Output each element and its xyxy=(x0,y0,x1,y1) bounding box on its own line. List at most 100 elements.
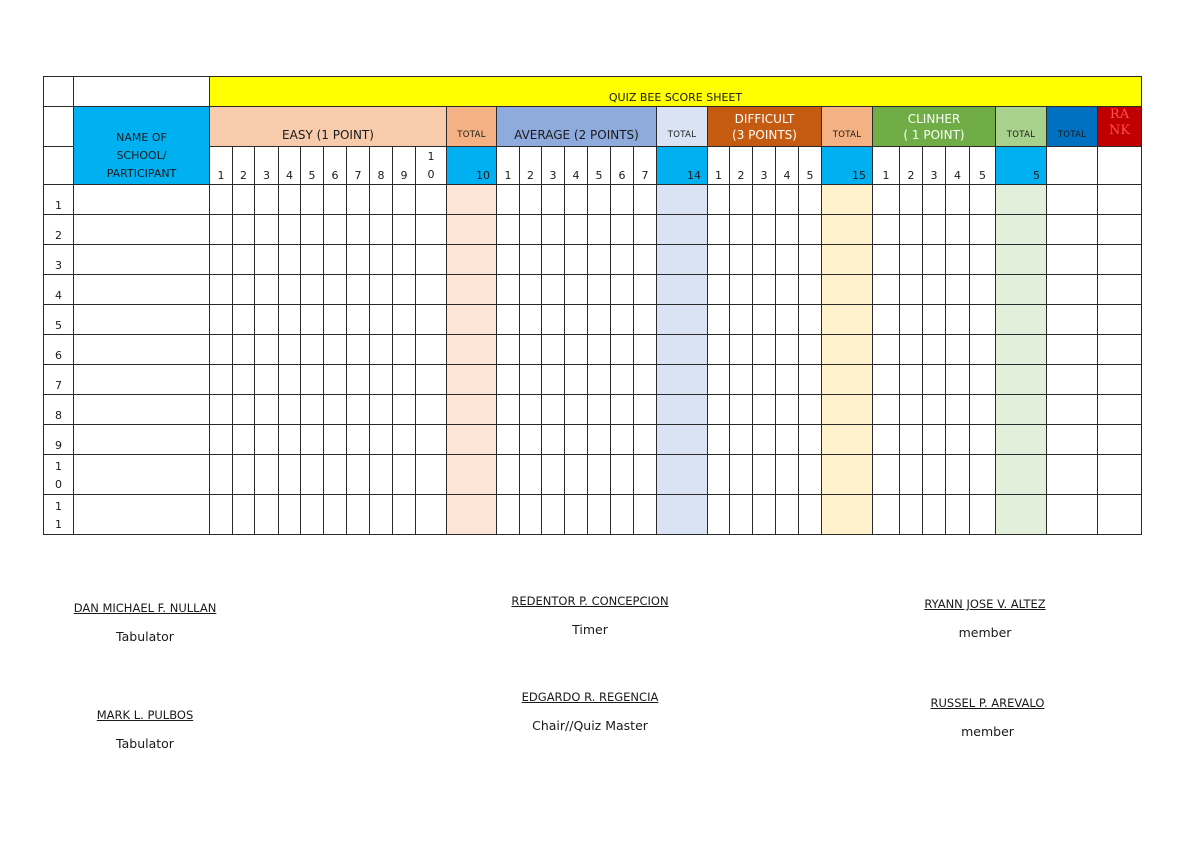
easy-score-cell-8[interactable] xyxy=(369,214,393,245)
clincher-total-cell[interactable] xyxy=(995,424,1047,455)
difficult-total-cell[interactable] xyxy=(821,184,873,215)
clincher-score-cell-5[interactable] xyxy=(969,424,996,455)
difficult-score-cell-2[interactable] xyxy=(729,454,753,495)
difficult-score-cell-4[interactable] xyxy=(775,454,799,495)
difficult-total-cell[interactable] xyxy=(821,394,873,425)
average-score-cell-4[interactable] xyxy=(564,304,588,335)
average-score-cell-4[interactable] xyxy=(564,424,588,455)
average-score-cell-4[interactable] xyxy=(564,214,588,245)
average-score-cell-7[interactable] xyxy=(633,184,657,215)
easy-score-cell-1[interactable] xyxy=(209,244,233,275)
average-score-cell-6[interactable] xyxy=(610,394,634,425)
easy-score-cell-8[interactable] xyxy=(369,184,393,215)
clincher-score-cell-4[interactable] xyxy=(945,334,970,365)
average-score-cell-1[interactable] xyxy=(496,244,520,275)
difficult-total-cell[interactable] xyxy=(821,424,873,455)
average-score-cell-5[interactable] xyxy=(587,214,611,245)
easy-score-cell-3[interactable] xyxy=(254,494,279,535)
clincher-score-cell-1[interactable] xyxy=(872,494,900,535)
average-score-cell-7[interactable] xyxy=(633,424,657,455)
difficult-score-cell-2[interactable] xyxy=(729,334,753,365)
easy-total-cell[interactable] xyxy=(446,494,497,535)
difficult-score-cell-1[interactable] xyxy=(707,494,730,535)
average-score-cell-5[interactable] xyxy=(587,184,611,215)
participant-name-cell[interactable] xyxy=(73,334,210,365)
average-score-cell-5[interactable] xyxy=(587,424,611,455)
difficult-score-cell-4[interactable] xyxy=(775,184,799,215)
clincher-total-cell[interactable] xyxy=(995,214,1047,245)
easy-score-cell-8[interactable] xyxy=(369,274,393,305)
average-score-cell-2[interactable] xyxy=(519,244,542,275)
clincher-score-cell-3[interactable] xyxy=(922,364,946,395)
grand-total-cell[interactable] xyxy=(1046,424,1098,455)
grand-total-cell[interactable] xyxy=(1046,364,1098,395)
easy-score-cell-9[interactable] xyxy=(392,304,416,335)
clincher-score-cell-3[interactable] xyxy=(922,184,946,215)
difficult-score-cell-2[interactable] xyxy=(729,424,753,455)
easy-score-cell-1[interactable] xyxy=(209,424,233,455)
easy-score-cell-2[interactable] xyxy=(232,364,255,395)
difficult-score-cell-4[interactable] xyxy=(775,244,799,275)
rank-cell[interactable] xyxy=(1097,184,1142,215)
clincher-score-cell-3[interactable] xyxy=(922,494,946,535)
average-score-cell-7[interactable] xyxy=(633,494,657,535)
easy-total-cell[interactable] xyxy=(446,304,497,335)
difficult-score-cell-3[interactable] xyxy=(752,494,776,535)
easy-score-cell-3[interactable] xyxy=(254,274,279,305)
difficult-score-cell-2[interactable] xyxy=(729,214,753,245)
average-score-cell-1[interactable] xyxy=(496,184,520,215)
average-score-cell-2[interactable] xyxy=(519,424,542,455)
easy-score-cell-8[interactable] xyxy=(369,494,393,535)
rank-cell[interactable] xyxy=(1097,334,1142,365)
difficult-score-cell-4[interactable] xyxy=(775,334,799,365)
difficult-score-cell-1[interactable] xyxy=(707,184,730,215)
clincher-score-cell-3[interactable] xyxy=(922,274,946,305)
easy-score-cell-4[interactable] xyxy=(278,184,301,215)
easy-score-cell-8[interactable] xyxy=(369,334,393,365)
average-score-cell-3[interactable] xyxy=(541,244,565,275)
difficult-score-cell-5[interactable] xyxy=(798,274,822,305)
rank-cell[interactable] xyxy=(1097,364,1142,395)
easy-score-cell-3[interactable] xyxy=(254,334,279,365)
difficult-score-cell-3[interactable] xyxy=(752,244,776,275)
clincher-score-cell-4[interactable] xyxy=(945,184,970,215)
average-score-cell-6[interactable] xyxy=(610,494,634,535)
average-score-cell-7[interactable] xyxy=(633,394,657,425)
difficult-score-cell-1[interactable] xyxy=(707,334,730,365)
easy-score-cell-1[interactable] xyxy=(209,494,233,535)
difficult-score-cell-3[interactable] xyxy=(752,424,776,455)
easy-score-cell-2[interactable] xyxy=(232,394,255,425)
average-score-cell-7[interactable] xyxy=(633,274,657,305)
easy-score-cell-3[interactable] xyxy=(254,244,279,275)
average-total-cell[interactable] xyxy=(656,244,708,275)
average-score-cell-6[interactable] xyxy=(610,364,634,395)
clincher-score-cell-2[interactable] xyxy=(899,394,923,425)
clincher-score-cell-1[interactable] xyxy=(872,304,900,335)
average-score-cell-3[interactable] xyxy=(541,334,565,365)
difficult-total-cell[interactable] xyxy=(821,454,873,495)
easy-score-cell-1[interactable] xyxy=(209,454,233,495)
participant-name-cell[interactable] xyxy=(73,274,210,305)
average-score-cell-5[interactable] xyxy=(587,454,611,495)
easy-score-cell-10[interactable] xyxy=(415,334,447,365)
easy-score-cell-7[interactable] xyxy=(346,494,370,535)
easy-score-cell-5[interactable] xyxy=(300,364,324,395)
average-score-cell-6[interactable] xyxy=(610,454,634,495)
clincher-score-cell-4[interactable] xyxy=(945,364,970,395)
difficult-score-cell-4[interactable] xyxy=(775,364,799,395)
grand-total-cell[interactable] xyxy=(1046,244,1098,275)
difficult-score-cell-2[interactable] xyxy=(729,494,753,535)
easy-score-cell-1[interactable] xyxy=(209,274,233,305)
clincher-score-cell-5[interactable] xyxy=(969,454,996,495)
clincher-total-cell[interactable] xyxy=(995,334,1047,365)
participant-name-cell[interactable] xyxy=(73,244,210,275)
average-score-cell-1[interactable] xyxy=(496,304,520,335)
participant-name-cell[interactable] xyxy=(73,184,210,215)
easy-total-cell[interactable] xyxy=(446,394,497,425)
difficult-score-cell-4[interactable] xyxy=(775,494,799,535)
clincher-total-cell[interactable] xyxy=(995,304,1047,335)
clincher-score-cell-5[interactable] xyxy=(969,184,996,215)
average-total-cell[interactable] xyxy=(656,214,708,245)
easy-score-cell-10[interactable] xyxy=(415,304,447,335)
easy-score-cell-4[interactable] xyxy=(278,334,301,365)
